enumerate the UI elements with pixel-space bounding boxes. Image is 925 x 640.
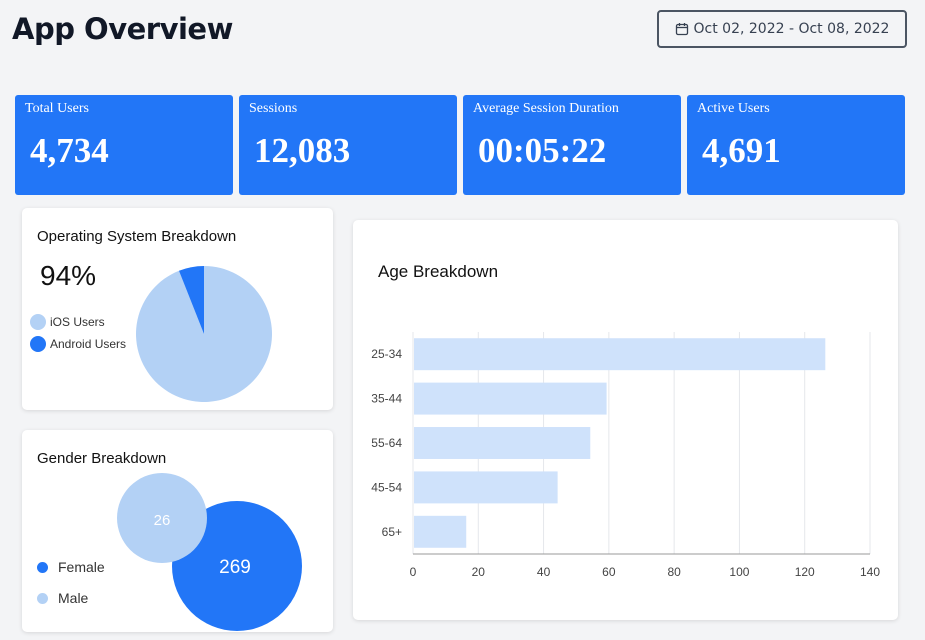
x-tick-label: 120 (795, 565, 815, 579)
y-tick-label: 65+ (382, 525, 402, 539)
os-breakdown-panel: Operating System Breakdown 94% iOS Users… (22, 208, 333, 410)
x-tick-label: 100 (729, 565, 749, 579)
legend-item-android[interactable]: Android Users (30, 336, 126, 352)
gender-breakdown-panel: Gender Breakdown Female Male 269 26 (22, 430, 333, 632)
legend-label: Male (58, 590, 89, 606)
panel-title: Age Breakdown (378, 262, 499, 281)
stat-value: 12,083 (254, 131, 351, 170)
legend-dot (37, 561, 48, 573)
date-range-button[interactable]: Oct 02, 2022 - Oct 08, 2022 (657, 10, 907, 48)
stat-label: Sessions (249, 101, 298, 116)
stat-card-sessions: Sessions 12,083 (239, 95, 457, 195)
legend-dot (37, 592, 48, 604)
pie-slice-android-users[interactable] (178, 266, 204, 334)
legend-item-female[interactable]: Female (37, 559, 105, 575)
x-tick-label: 80 (667, 565, 681, 579)
x-tick-label: 140 (860, 565, 880, 579)
stat-value: 00:05:22 (478, 131, 607, 170)
legend-item-male[interactable]: Male (37, 590, 88, 606)
stat-value: 4,734 (30, 131, 109, 170)
bubble-label-male: 26 (154, 512, 171, 529)
legend-label: iOS Users (50, 315, 105, 329)
bar-35-44[interactable] (414, 382, 607, 415)
gender-bubble-chart: 269 26 (117, 473, 302, 631)
y-tick-label: 25-34 (371, 347, 402, 361)
x-tick-label: 40 (537, 565, 551, 579)
stat-value: 4,691 (702, 131, 781, 170)
y-tick-label: 45-54 (371, 480, 402, 494)
stat-label: Average Session Duration (473, 101, 619, 116)
stat-card-total-users: Total Users 4,734 (15, 95, 233, 195)
bubble-female[interactable] (172, 501, 302, 631)
legend-dot (30, 336, 46, 352)
os-pie-chart (136, 266, 272, 402)
legend-dot (30, 314, 46, 330)
x-tick-label: 60 (602, 565, 616, 579)
bar-55-64[interactable] (414, 427, 591, 459)
page-title: App Overview (12, 12, 233, 46)
age-breakdown-panel: Age Breakdown 0 20 40 60 80 100 120 140 25-34 35-… (353, 220, 898, 620)
bubble-label-female: 269 (219, 557, 251, 578)
bubble-male[interactable] (117, 473, 207, 563)
stat-card-avg-session-duration: Average Session Duration 00:05:22 (463, 95, 681, 195)
bar-65+[interactable] (414, 515, 467, 548)
panel-title: Gender Breakdown (37, 450, 167, 467)
stat-label: Total Users (25, 101, 89, 116)
legend-item-ios[interactable]: iOS Users (30, 314, 105, 330)
ios-percentage: 94% (40, 260, 97, 291)
y-tick-label: 35-44 (371, 392, 402, 406)
x-tick-label: 20 (472, 565, 486, 579)
legend-label: Female (58, 559, 105, 575)
stat-card-active-users: Active Users 4,691 (687, 95, 905, 195)
calendar-icon (675, 23, 688, 36)
panel-title: Operating System Breakdown (37, 228, 237, 245)
x-tick-label: 0 (410, 565, 417, 579)
date-range-label: Oct 02, 2022 - Oct 08, 2022 (693, 21, 890, 37)
age-bar-chart: 0 20 40 60 80 100 120 140 25-34 35-44 55-64 45-54 65… (371, 332, 880, 579)
stat-label: Active Users (697, 101, 770, 116)
y-tick-label: 55-64 (371, 436, 402, 450)
legend-label: Android Users (50, 337, 127, 351)
bar-45-54[interactable] (414, 471, 558, 504)
bar-25-34[interactable] (414, 338, 826, 371)
